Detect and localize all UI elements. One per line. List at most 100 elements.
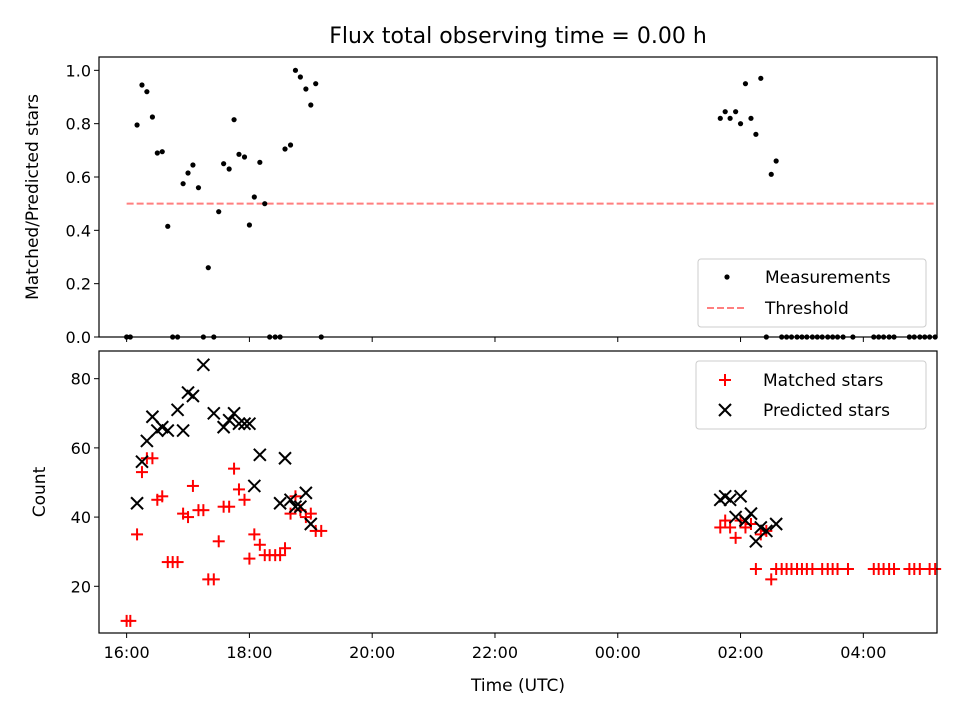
matched-star-point	[207, 573, 220, 586]
measurement-point	[226, 166, 232, 172]
matched-star-point	[831, 562, 844, 575]
predicted-star-point	[749, 534, 763, 549]
measurement-point	[753, 131, 759, 137]
matched-star-point	[248, 528, 261, 541]
ratio-y-axis-label: Matched/Predicted stars	[23, 94, 43, 300]
predicted-star-point	[161, 423, 175, 438]
matched-star-point	[888, 562, 901, 575]
y-tick-label: 0.0	[66, 328, 91, 347]
predicted-star-stroke	[723, 493, 737, 507]
predicted-star-stroke	[733, 489, 748, 504]
predicted-star-point	[130, 496, 144, 510]
predicted-star-stroke	[207, 406, 221, 420]
predicted-star-point	[304, 517, 318, 531]
predicted-star-stroke	[749, 534, 763, 549]
predicted-star-point	[237, 416, 252, 431]
measurement-point	[303, 86, 309, 92]
predicted-stars-legend-label: Predicted stars	[763, 401, 890, 421]
measurement-point	[246, 222, 253, 228]
matched-star-point	[719, 514, 732, 527]
x-tick-label: 20:00	[349, 643, 395, 662]
matched-star-point	[171, 556, 184, 569]
x-tick-label: 16:00	[104, 643, 150, 662]
y-tick-label: 0.6	[66, 168, 91, 187]
predicted-star-point	[253, 448, 267, 462]
matched-star-point	[284, 507, 297, 520]
predicted-star-point	[186, 389, 200, 403]
measurement-point	[282, 146, 288, 152]
matched-star-point	[228, 462, 241, 475]
measurement-point	[733, 109, 739, 115]
matched-star-point	[186, 479, 199, 492]
matched-star-point	[749, 562, 762, 575]
matched-star-point	[929, 562, 942, 575]
matched-star-point	[212, 535, 225, 548]
predicted-star-point	[744, 506, 758, 521]
measurement-point	[180, 181, 186, 187]
predicted-star-stroke	[769, 517, 783, 531]
predicted-star-stroke	[145, 410, 160, 424]
measurement-point	[287, 142, 294, 148]
predicted-star-stroke	[718, 489, 732, 504]
predicted-star-point	[232, 416, 246, 431]
count-panel: 16:00 18:00 20:00 22:00 00:00 02:00 04:00 20 40 6…	[30, 350, 942, 662]
predicted-star-point	[135, 455, 149, 469]
predicted-star-stroke	[754, 520, 768, 535]
predicted-star-point	[247, 479, 262, 493]
predicted-star-point	[759, 524, 774, 538]
predicted-star-point	[769, 517, 783, 531]
matched-star-point	[289, 490, 302, 503]
count-y-axis-label: Count	[30, 466, 50, 517]
y-tick-label: 40	[71, 508, 91, 527]
matched-stars-series	[120, 452, 942, 627]
ratio-axis-ticks: 0.0 0.2 0.4 0.6 0.8 1.0	[66, 61, 864, 347]
predicted-star-stroke	[299, 486, 313, 500]
measurement-point	[231, 117, 237, 123]
measurements-legend-marker	[724, 274, 730, 280]
measurement-point	[221, 161, 227, 167]
measurement-point	[292, 67, 299, 73]
matched-star-point	[223, 500, 236, 513]
matched-star-point	[243, 552, 256, 565]
predicted-star-stroke	[155, 420, 169, 434]
measurement-point	[241, 154, 248, 160]
predicted-star-stroke	[130, 496, 144, 510]
predicted-star-point	[728, 510, 743, 524]
y-tick-label: 0.4	[66, 221, 91, 240]
matched-star-point	[304, 507, 317, 520]
predicted-star-stroke	[283, 493, 298, 507]
predicted-star-stroke	[222, 413, 236, 427]
measurement-point	[144, 89, 150, 95]
predicted-star-stroke	[247, 479, 262, 493]
matched-star-point	[274, 549, 287, 562]
predicted-star-stroke	[186, 389, 200, 403]
matched-star-point	[729, 531, 742, 544]
measurement-point	[251, 194, 257, 200]
x-tick-label: 04:00	[840, 643, 886, 662]
x-axis-label: Time (UTC)	[470, 676, 565, 696]
matched-star-point	[135, 466, 148, 479]
measurement-point	[758, 75, 764, 81]
measurement-point	[195, 185, 202, 191]
predicted-star-stroke	[135, 455, 149, 469]
matched-star-point	[279, 542, 292, 555]
predicted-star-stroke	[278, 451, 292, 465]
predicted-star-point	[242, 416, 257, 431]
predicted-star-stroke	[237, 416, 252, 431]
measurement-point	[773, 158, 779, 164]
x-tick-label: 22:00	[472, 643, 518, 662]
matched-star-point	[156, 490, 169, 503]
matched-star-point	[146, 452, 159, 465]
matched-star-point	[124, 614, 137, 627]
matched-star-point	[744, 518, 757, 531]
measurement-point	[748, 115, 754, 121]
count-axis-ticks: 16:00 18:00 20:00 22:00 00:00 02:00 04:00 20 40 6…	[71, 370, 887, 662]
predicted-stars-series	[130, 358, 783, 549]
predicted-stars-legend-marker	[718, 403, 732, 417]
predicted-star-point	[196, 358, 211, 372]
predicted-star-stroke	[232, 416, 246, 431]
measurement-point	[727, 115, 733, 121]
matched-star-point	[253, 538, 266, 551]
predicted-star-point	[140, 434, 154, 448]
